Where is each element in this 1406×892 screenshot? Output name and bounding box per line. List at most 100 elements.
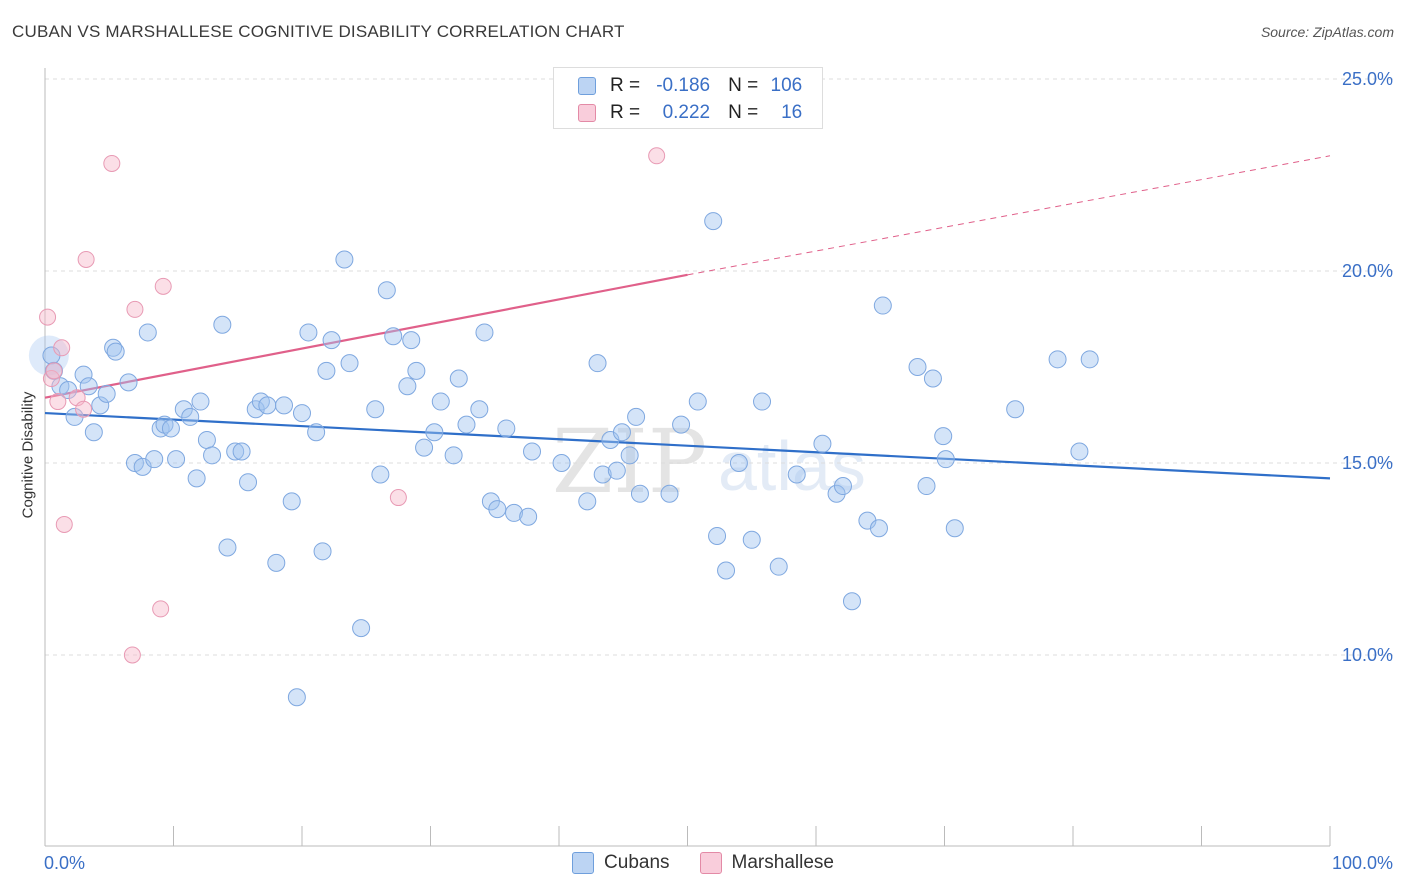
- cubans-point: [908, 358, 927, 376]
- cubans-point: [79, 377, 98, 396]
- cubans-point: [203, 446, 222, 465]
- cubans-point: [1080, 350, 1099, 369]
- legend-item-cubans[interactable]: Cubans: [572, 852, 670, 874]
- cubans-point: [191, 392, 210, 411]
- cubans-point: [717, 561, 736, 580]
- cubans-point: [457, 415, 476, 434]
- cubans-point: [161, 419, 180, 438]
- cubans-point: [239, 473, 258, 492]
- marshallese-trend-extension: [687, 155, 1331, 276]
- y-tick-label: 20.0%: [1342, 261, 1393, 281]
- cubans-point: [753, 392, 772, 411]
- cubans-point: [167, 450, 186, 469]
- marshallese-point: [75, 400, 93, 418]
- cubans-swatch: [578, 77, 596, 95]
- cubans-point: [497, 419, 516, 438]
- y-tick-label: 15.0%: [1342, 453, 1393, 473]
- x-tick-label: 100.0%: [1332, 853, 1393, 873]
- cubans-point: [873, 296, 892, 315]
- cubans-point: [317, 361, 336, 380]
- cubans-point: [28, 335, 69, 376]
- marshallese-point: [103, 154, 121, 172]
- cubans-point: [934, 427, 953, 446]
- cubans-point: [688, 392, 707, 411]
- cubans-point: [742, 530, 761, 549]
- cubans-point: [936, 450, 955, 469]
- cubans-point: [630, 484, 649, 503]
- cubans-point: [578, 492, 597, 511]
- y-tick-label: 10.0%: [1342, 645, 1393, 665]
- cubans-point: [398, 377, 417, 396]
- tick-labels: 10.0% 15.0% 20.0% 25.0% 0.0% 100.0%: [44, 69, 1393, 873]
- cubans-point: [384, 327, 403, 346]
- cubans-point: [340, 354, 359, 373]
- cubans-point: [97, 384, 116, 403]
- marshallese-swatch: [578, 104, 596, 122]
- cubans-point: [523, 442, 542, 461]
- cubans-point: [444, 446, 463, 465]
- r-label: R =: [610, 102, 641, 123]
- cubans-point: [708, 526, 727, 545]
- cubans-point: [729, 454, 748, 472]
- legend-label-cubans: Cubans: [604, 852, 670, 873]
- cubans-point: [869, 519, 888, 538]
- cubans-point: [138, 323, 157, 342]
- cubans-point: [313, 542, 332, 561]
- cubans-point: [91, 396, 110, 415]
- n-value: 16: [781, 102, 803, 123]
- cubans-point: [425, 423, 444, 442]
- marshallese-point: [123, 646, 141, 664]
- marshallese-point: [39, 308, 57, 326]
- cubans-point: [787, 465, 806, 484]
- cubans-point: [174, 400, 193, 419]
- cubans-trend-line: [44, 411, 1331, 480]
- cubans-point: [232, 442, 251, 461]
- cubans-point: [187, 469, 206, 488]
- cubans-point: [827, 484, 846, 503]
- cubans-point: [415, 438, 434, 457]
- cubans-point: [352, 619, 371, 638]
- marshallese-point: [126, 300, 144, 318]
- cubans-point: [197, 430, 216, 449]
- cubans-point: [106, 342, 125, 361]
- cubans-point: [833, 477, 852, 496]
- cubans-point: [612, 423, 631, 442]
- cubans-point: [322, 331, 341, 350]
- cubans-point: [282, 492, 301, 511]
- cubans-point: [488, 500, 507, 519]
- cubans-point: [431, 392, 450, 411]
- n-label: N =: [728, 75, 759, 96]
- watermark-zip: ZIP: [552, 410, 707, 513]
- marshallese-point: [53, 339, 71, 357]
- cubans-point: [145, 450, 164, 469]
- cubans-point: [213, 315, 232, 334]
- legend-label-marshallese: Marshallese: [731, 852, 834, 873]
- legend-item-marshallese[interactable]: Marshallese: [699, 852, 834, 874]
- marshallese-point: [55, 515, 73, 533]
- cubans-point: [505, 503, 524, 522]
- cubans-point: [293, 404, 311, 423]
- cubans-point: [813, 434, 832, 453]
- marshallese-point: [648, 147, 666, 165]
- cubans-swatch: [572, 852, 595, 874]
- n-label: N =: [728, 102, 759, 123]
- cubans-point: [258, 396, 277, 415]
- cubans-point: [84, 423, 103, 442]
- cubans-point: [769, 557, 788, 576]
- marshallese-point: [49, 393, 67, 411]
- r-value: -0.186: [656, 75, 711, 96]
- cubans-point: [620, 446, 639, 465]
- cubans-point: [307, 423, 326, 442]
- legend-row-cubans: R = -0.186 N = 106: [578, 74, 802, 98]
- n-value: 106: [770, 75, 803, 96]
- cubans-point: [607, 461, 626, 480]
- cubans-point: [704, 212, 723, 231]
- cubans-point: [218, 538, 237, 557]
- cubans-point: [119, 373, 138, 392]
- cubans-point: [1048, 350, 1067, 369]
- cubans-point: [299, 323, 318, 342]
- cubans-point: [627, 407, 646, 426]
- cubans-point: [660, 484, 679, 503]
- watermark: ZIP atlas: [552, 410, 866, 513]
